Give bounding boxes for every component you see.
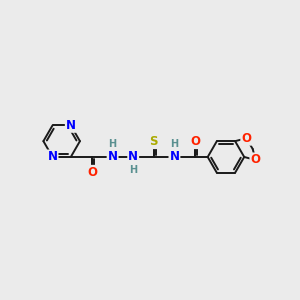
Text: N: N bbox=[47, 151, 58, 164]
Text: O: O bbox=[241, 132, 251, 145]
Text: O: O bbox=[250, 153, 260, 167]
Text: N: N bbox=[169, 151, 179, 164]
Text: N: N bbox=[108, 151, 118, 164]
Text: O: O bbox=[190, 135, 200, 148]
Text: H: H bbox=[129, 165, 137, 175]
Text: O: O bbox=[87, 166, 97, 179]
Text: H: H bbox=[170, 139, 178, 149]
Text: S: S bbox=[150, 135, 158, 148]
Text: H: H bbox=[109, 139, 117, 149]
Text: N: N bbox=[66, 119, 76, 132]
Text: N: N bbox=[128, 151, 138, 164]
